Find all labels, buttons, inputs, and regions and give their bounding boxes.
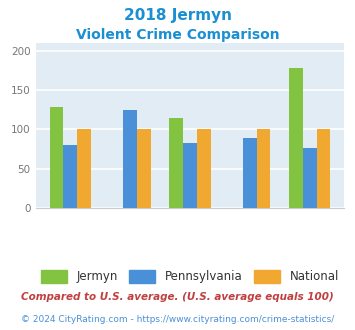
Text: Violent Crime Comparison: Violent Crime Comparison (76, 28, 279, 42)
Bar (197, 129, 211, 208)
Bar (77, 129, 91, 208)
Bar (63, 145, 77, 208)
Legend: Jermyn, Pennsylvania, National: Jermyn, Pennsylvania, National (36, 265, 344, 288)
Bar (289, 68, 303, 208)
Text: 2018 Jermyn: 2018 Jermyn (124, 8, 231, 23)
Text: © 2024 CityRating.com - https://www.cityrating.com/crime-statistics/: © 2024 CityRating.com - https://www.city… (21, 315, 334, 324)
Bar (169, 117, 183, 208)
Bar (257, 129, 271, 208)
Bar (183, 144, 197, 208)
Bar (137, 129, 151, 208)
Bar (317, 129, 330, 208)
Bar (243, 138, 257, 208)
Bar (303, 148, 317, 208)
Text: Compared to U.S. average. (U.S. average equals 100): Compared to U.S. average. (U.S. average … (21, 292, 334, 302)
Bar (123, 111, 137, 208)
Bar (50, 107, 63, 208)
